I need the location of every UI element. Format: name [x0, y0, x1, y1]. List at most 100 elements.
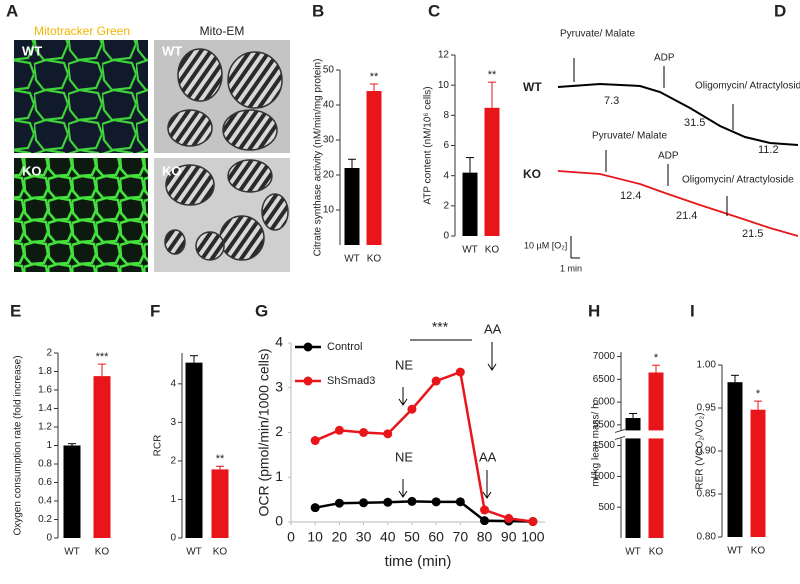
y-tick-label: 0.4: [38, 496, 52, 507]
y-tick-label: 0.95: [697, 403, 717, 414]
y-tick-label: 40: [323, 100, 335, 111]
annotation: NE: [395, 449, 413, 464]
arrow-head: [398, 398, 408, 406]
point: [383, 429, 393, 439]
y-tick-label: 6000: [593, 397, 616, 408]
y-tick-label: 1: [46, 440, 52, 451]
bar: [185, 362, 203, 538]
bar: [484, 107, 500, 237]
y-tick-label: 1.8: [38, 366, 52, 377]
bar: [750, 409, 766, 537]
trace-label: KO: [523, 167, 541, 181]
y-axis-label: ATP content (nM/10⁶ cells): [423, 86, 434, 204]
x-tick-label: WT: [625, 547, 641, 558]
x-tick-label: 80: [477, 529, 493, 545]
image-label: KO: [22, 163, 42, 178]
rate-label: 21.4: [676, 210, 697, 222]
mitochondria: [164, 48, 289, 261]
series-line: [314, 500, 533, 523]
rate-label: 11.2: [758, 144, 779, 156]
point: [359, 428, 369, 437]
x-tick-label: WT: [186, 547, 202, 558]
y-tick-label: 12: [438, 50, 450, 61]
y-tick-label: 0: [443, 231, 449, 242]
point: [334, 498, 344, 508]
point: [407, 496, 417, 506]
point: [455, 367, 465, 377]
break-mark: [614, 435, 626, 440]
x-tick-label: KO: [751, 546, 766, 557]
annotation: Pyruvate/ Malate: [560, 29, 635, 40]
x-axis-label: time (min): [385, 553, 452, 570]
significance: **: [216, 453, 225, 465]
x-tick-label: 60: [428, 529, 444, 545]
panel-d: D WT KO Pyruvate/ Malate ADP Oligomycin/…: [523, 1, 800, 273]
panel-letter: E: [10, 301, 21, 320]
oxygen-trace: [557, 82, 799, 146]
x-tick-label: KO: [213, 547, 228, 558]
image-label: WT: [162, 43, 182, 58]
y-tick-label: 2: [275, 423, 283, 439]
significance: *: [756, 388, 761, 400]
bar: [344, 168, 360, 245]
y-tick-label: 0: [170, 533, 176, 544]
x-tick-label: 50: [404, 529, 420, 545]
annotation: Oligomycin/ Atractyloside: [695, 81, 800, 92]
y-tick-label: 20: [323, 170, 335, 181]
y-tick-label: 0.85: [697, 489, 717, 500]
y-tick-label: 10: [323, 205, 335, 216]
y-axis-label: ml/kg lean mass/ h: [591, 403, 602, 486]
point: [480, 505, 490, 515]
panel-letter: F: [150, 301, 160, 320]
y-tick-label: 50: [323, 65, 335, 76]
y-axis-label: OCR (pmol/min/1000 cells): [256, 348, 272, 516]
point: [455, 497, 465, 507]
x-tick-label: KO: [95, 547, 110, 558]
panel-letter: B: [312, 1, 324, 20]
x-tick-label: WT: [727, 546, 743, 557]
rate-label: 12.4: [620, 190, 641, 202]
legend-swatch: [303, 342, 313, 352]
annotation: Oligomycin/ Atractyloside: [682, 175, 794, 186]
y-tick-label: 1: [275, 468, 283, 484]
x-tick-label: 30: [356, 529, 372, 545]
micrograph: [14, 40, 148, 153]
point: [431, 376, 441, 386]
y-tick-label: 1500: [593, 440, 616, 451]
point: [528, 517, 538, 527]
bar: [63, 445, 81, 538]
y-tick-label: 2: [170, 456, 176, 467]
column-title: Mitotracker Green: [34, 24, 130, 38]
point: [480, 516, 490, 526]
y-tick-label: 3: [275, 378, 283, 394]
bar: [648, 372, 664, 538]
annotation: NE: [395, 357, 413, 372]
point: [383, 497, 393, 507]
panel-letter: A: [6, 1, 18, 20]
arrow-head: [487, 363, 497, 371]
y-tick-label: 0: [275, 513, 283, 529]
x-tick-label: WT: [462, 245, 478, 256]
x-tick-label: WT: [64, 547, 80, 558]
rate-label: 7.3: [604, 95, 619, 107]
bar: [462, 172, 478, 236]
column-title: Mito-EM: [200, 24, 245, 38]
x-tick-label: 90: [501, 529, 517, 545]
legend-swatch: [303, 376, 313, 386]
significance: ***: [96, 351, 110, 363]
y-tick-label: 6500: [593, 374, 616, 385]
rate-label: 31.5: [684, 117, 705, 129]
arrow-head: [398, 490, 408, 498]
y-tick-label: 500: [598, 502, 615, 513]
oxygen-trace: [557, 170, 799, 237]
y-tick-label: 0: [46, 533, 52, 544]
annotation: AA: [484, 321, 502, 336]
arrow-head: [482, 491, 492, 499]
y-tick-label: 1: [170, 494, 176, 505]
bar: [93, 376, 111, 538]
x-tick-label: 100: [521, 529, 545, 545]
y-tick-label: 3: [170, 417, 176, 428]
y-tick-label: 30: [323, 135, 335, 146]
y-tick-label: 0.80: [697, 532, 717, 543]
